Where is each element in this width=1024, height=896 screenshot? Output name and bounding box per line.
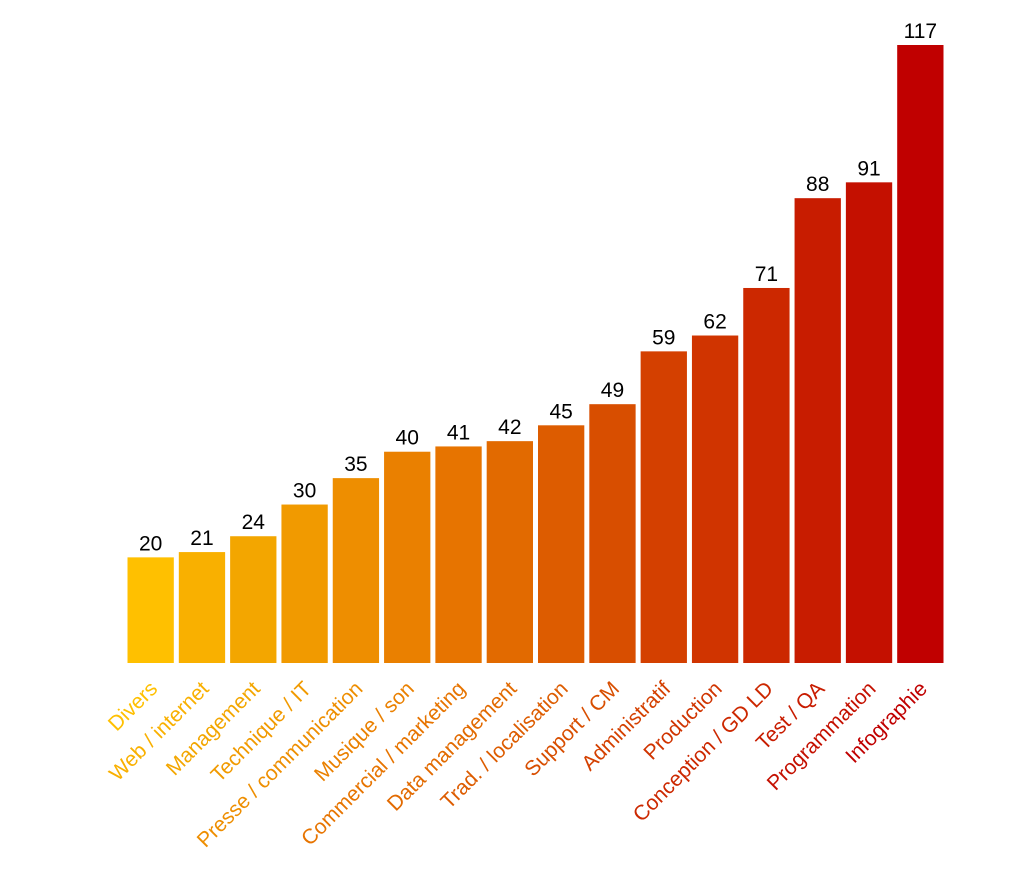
bar xyxy=(845,182,893,664)
value-label: 41 xyxy=(447,421,470,444)
bar xyxy=(486,441,533,663)
bar xyxy=(538,425,585,663)
bar xyxy=(230,536,277,663)
value-label: 45 xyxy=(549,400,572,423)
value-label: 42 xyxy=(498,416,521,439)
value-label: 21 xyxy=(190,527,213,550)
bar xyxy=(589,404,636,663)
value-label: 88 xyxy=(806,173,829,196)
bar xyxy=(384,451,431,663)
value-label: 20 xyxy=(139,532,162,555)
value-label: 24 xyxy=(242,511,266,534)
bar xyxy=(332,478,380,663)
bar xyxy=(743,287,790,663)
value-label: 62 xyxy=(703,311,726,334)
bar xyxy=(794,198,841,663)
bar xyxy=(897,45,944,663)
value-label: 71 xyxy=(755,263,778,286)
bar xyxy=(435,446,482,663)
value-label: 91 xyxy=(857,157,880,180)
value-label: 30 xyxy=(293,480,316,503)
bar xyxy=(127,557,174,663)
value-label: 117 xyxy=(904,20,937,43)
bar xyxy=(640,351,687,663)
bar xyxy=(281,504,328,663)
bar xyxy=(691,335,739,663)
value-label: 59 xyxy=(652,326,675,349)
value-label: 49 xyxy=(601,379,624,402)
value-label: 35 xyxy=(344,453,367,476)
bar xyxy=(178,552,226,663)
value-label: 40 xyxy=(396,427,419,450)
